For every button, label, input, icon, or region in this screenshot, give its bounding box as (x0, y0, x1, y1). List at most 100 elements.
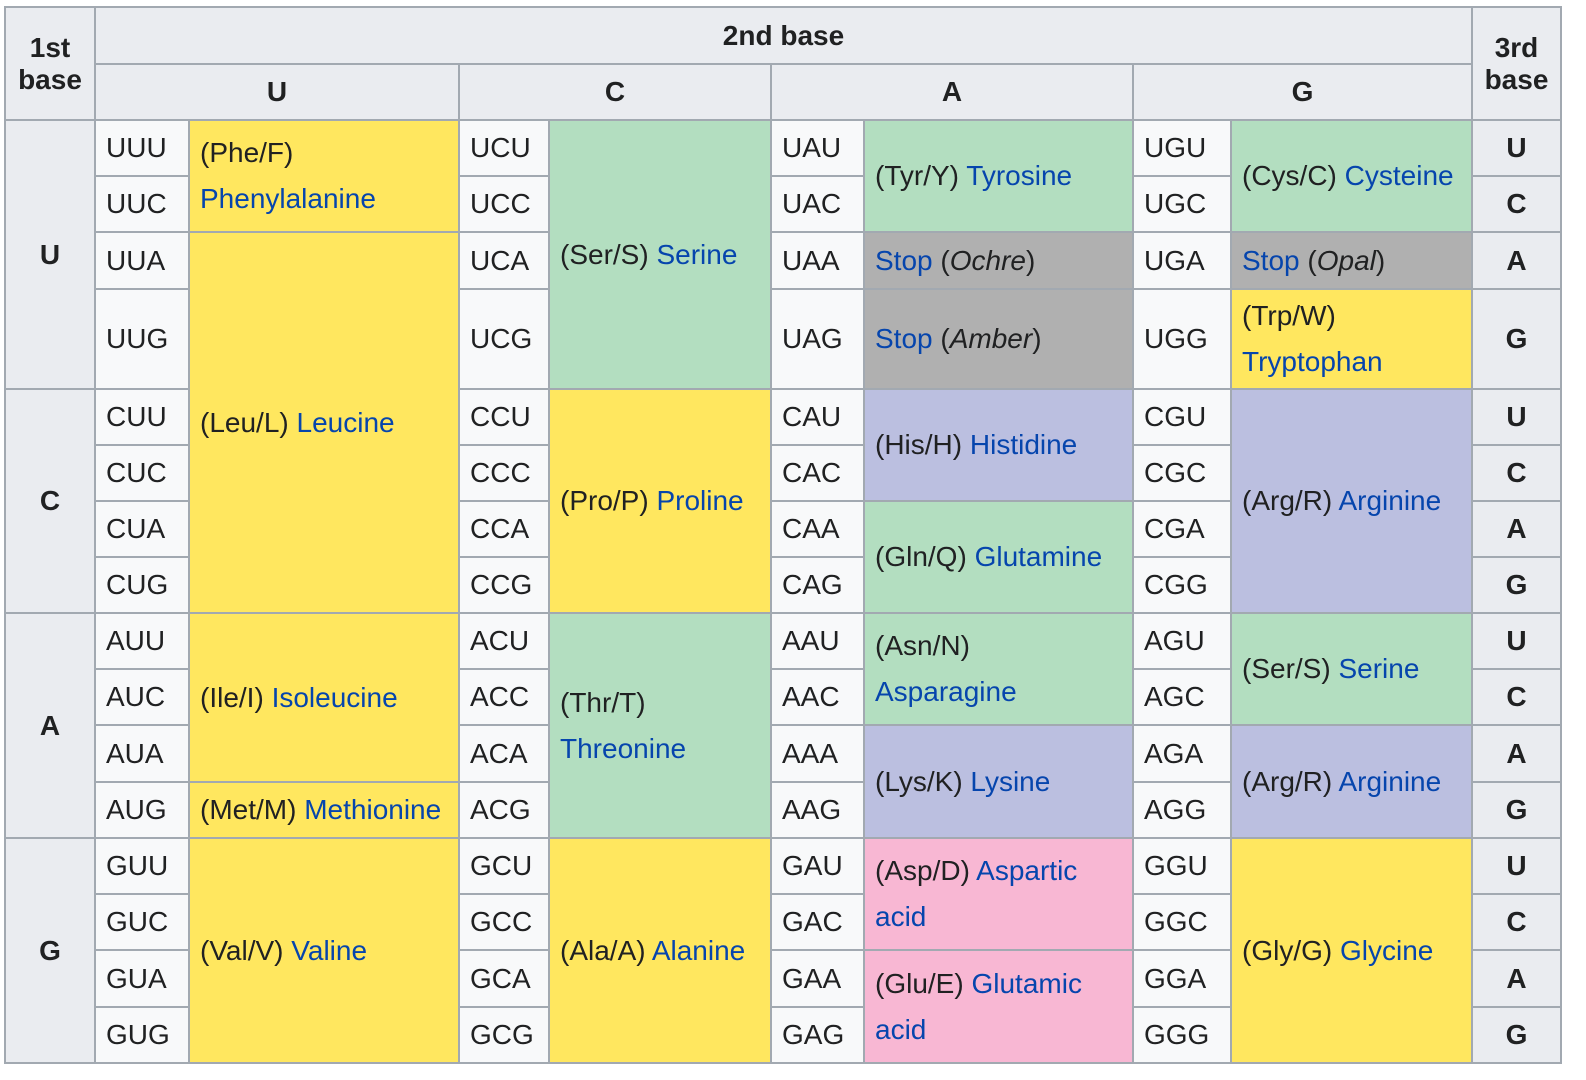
aa-link[interactable]: Serine (656, 238, 738, 270)
aa-glutamine: (Gln/Q) Glutamine (863, 500, 1134, 614)
codon-cell: CGA (1132, 500, 1232, 558)
aa-stop-opal: Stop (Opal) (1230, 231, 1473, 290)
aa-valine: (Val/V) Valine (188, 837, 460, 1064)
codon-cell: GAC (770, 893, 865, 951)
aa-stop-ochre: Stop (Ochre) (863, 231, 1134, 290)
aa-tyrosine: (Tyr/Y) Tyrosine (863, 119, 1134, 233)
codon-cell: AUA (94, 724, 190, 783)
codon-cell: UCU (458, 119, 550, 177)
third-base-a: A (1471, 231, 1562, 290)
stop-link[interactable]: Stop (875, 244, 933, 276)
aa-link[interactable]: Proline (656, 485, 744, 516)
third-base-u: U (1471, 837, 1562, 895)
codon-cell: ACU (458, 612, 550, 670)
codon-cell: CUG (94, 556, 190, 614)
aa-link[interactable]: Histidine (969, 429, 1078, 460)
aa-link[interactable]: Phenylalanine (200, 183, 376, 214)
aa-link[interactable]: Leucine (296, 406, 395, 438)
aa-link[interactable]: Lysine (970, 765, 1051, 797)
codon-cell: UGA (1132, 231, 1232, 290)
aa-link[interactable]: Alanine (651, 934, 746, 966)
header-third-base: 3rd base (1471, 6, 1562, 121)
aa-link[interactable]: Methionine (304, 794, 442, 825)
aa-link[interactable]: Valine (291, 934, 368, 966)
third-base-g: G (1471, 781, 1562, 839)
third-base-c: C (1471, 444, 1562, 502)
codon-cell: AGU (1132, 612, 1232, 670)
codon-cell: GUU (94, 837, 190, 895)
codon-cell: GAA (770, 949, 865, 1008)
aa-link[interactable]: Threonine (560, 732, 687, 764)
codon-cell: AAU (770, 612, 865, 670)
codon-cell: ACG (458, 781, 550, 839)
codon-cell: UAC (770, 175, 865, 233)
stop-link[interactable]: Stop (1242, 244, 1300, 276)
codon-cell: GGC (1132, 893, 1232, 951)
aa-serine: (Ser/S) Serine (548, 119, 772, 390)
aa-link[interactable]: Tyrosine (966, 160, 1073, 191)
codon-cell: UGC (1132, 175, 1232, 233)
aa-link[interactable]: Cysteine (1344, 160, 1454, 191)
codon-cell: AAG (770, 781, 865, 839)
codon-cell: CGC (1132, 444, 1232, 502)
codon-cell: GAG (770, 1006, 865, 1064)
codon-cell: UUC (94, 175, 190, 233)
genetic-code-table: 1st base 2nd base 3rd base U C A G U UUU (… (4, 6, 1562, 1064)
aa-link[interactable]: Isoleucine (271, 681, 398, 713)
codon-cell: UUA (94, 231, 190, 290)
third-base-c: C (1471, 893, 1562, 951)
codon-cell: GUC (94, 893, 190, 951)
aa-alanine: (Ala/A) Alanine (548, 837, 772, 1064)
header-second-base: 2nd base (94, 6, 1473, 65)
codon-cell: AGA (1132, 724, 1232, 783)
aa-link[interactable]: Asparagine (875, 676, 1017, 707)
first-base-g: G (4, 837, 96, 1064)
aa-link[interactable]: Glycine (1340, 934, 1434, 966)
codon-cell: AAC (770, 668, 865, 726)
aa-link[interactable]: Tryptophan (1242, 346, 1383, 377)
codon-cell: CUC (94, 444, 190, 502)
aa-threonine: (Thr/T) Threonine (548, 612, 772, 839)
codon-cell: CCG (458, 556, 550, 614)
aa-link[interactable]: Aspartic acid (875, 855, 1078, 932)
codon-cell: GUG (94, 1006, 190, 1064)
codon-cell: GCG (458, 1006, 550, 1064)
codon-cell: AUU (94, 612, 190, 670)
stop-link[interactable]: Stop (875, 323, 933, 354)
header-second-u: U (94, 63, 460, 121)
codon-cell: AGG (1132, 781, 1232, 839)
codon-cell: CUA (94, 500, 190, 558)
third-base-g: G (1471, 556, 1562, 614)
codon-cell: GCU (458, 837, 550, 895)
aa-tryptophan: (Trp/W) Tryptophan (1230, 288, 1473, 390)
codon-cell: CAC (770, 444, 865, 502)
aa-link[interactable]: Arginine (1338, 765, 1442, 797)
codon-cell: UAA (770, 231, 865, 290)
third-base-u: U (1471, 388, 1562, 446)
codon-cell: CAG (770, 556, 865, 614)
aa-glycine: (Gly/G) Glycine (1230, 837, 1473, 1064)
codon-cell: UAU (770, 119, 865, 177)
aa-link[interactable]: Glutamine (974, 541, 1103, 572)
first-base-c: C (4, 388, 96, 614)
codon-cell: CCU (458, 388, 550, 446)
codon-cell: GCA (458, 949, 550, 1008)
codon-cell: CGG (1132, 556, 1232, 614)
aa-aspartic-acid: (Asp/D) Aspartic acid (863, 837, 1134, 951)
codon-cell: GUA (94, 949, 190, 1008)
codon-cell: GGA (1132, 949, 1232, 1008)
third-base-g: G (1471, 1006, 1562, 1064)
aa-link[interactable]: Serine (1338, 653, 1420, 684)
codon-cell: CUU (94, 388, 190, 446)
codon-cell: CGU (1132, 388, 1232, 446)
codon-cell: UCC (458, 175, 550, 233)
aa-link[interactable]: Glutamic acid (875, 967, 1082, 1045)
aa-cysteine: (Cys/C) Cysteine (1230, 119, 1473, 233)
aa-glutamic-acid: (Glu/E) Glutamic acid (863, 949, 1134, 1064)
aa-lysine: (Lys/K) Lysine (863, 724, 1134, 839)
codon-cell: UAG (770, 288, 865, 390)
aa-phenylalanine: (Phe/F) Phenylalanine (188, 119, 460, 233)
codon-cell: UGU (1132, 119, 1232, 177)
aa-asparagine: (Asn/N) Asparagine (863, 612, 1134, 726)
aa-link[interactable]: Arginine (1338, 485, 1442, 516)
